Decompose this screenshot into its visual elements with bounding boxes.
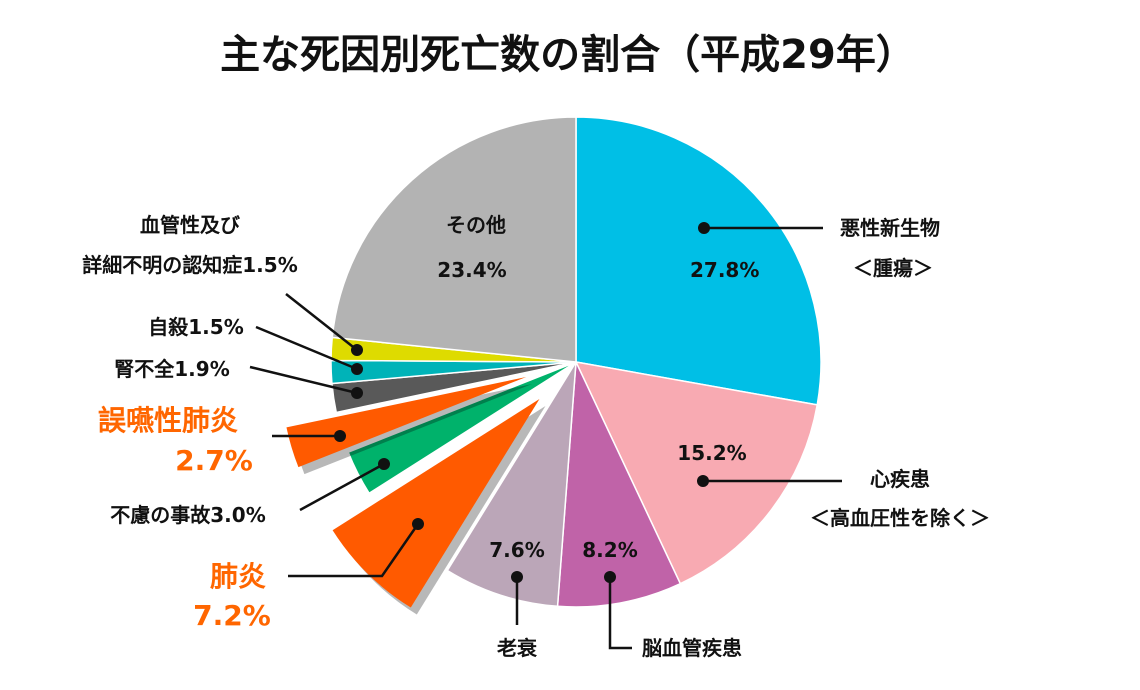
pct-aspiration: 2.7% xyxy=(175,444,253,477)
dot-accident xyxy=(378,458,390,470)
label-dementia-sub: 詳細不明の認知症1.5% xyxy=(82,253,297,277)
pie-slices xyxy=(286,116,822,615)
leader-kidney xyxy=(249,365,358,395)
dot-suicide xyxy=(351,363,363,375)
label-kidney: 腎不全1.9% xyxy=(114,357,229,381)
pct-other: 23.4% xyxy=(437,258,506,282)
leader-cerebro xyxy=(608,577,632,650)
label-accident: 不慮の事故3.0% xyxy=(110,503,265,527)
dot-aspiration xyxy=(334,430,346,442)
leader-dementia xyxy=(285,293,358,351)
slice-shadow-aspiration xyxy=(292,383,533,475)
dot-cancer xyxy=(698,222,710,234)
leader-suicide xyxy=(255,325,358,371)
label-dementia: 血管性及び xyxy=(140,213,241,237)
label-senility: 老衰 xyxy=(497,636,538,660)
slice-senility xyxy=(446,361,577,608)
chart-title: 主な死因別死亡数の割合（平成29年） xyxy=(220,32,916,78)
dot-kidney xyxy=(351,387,363,399)
pct-pneumonia: 7.2% xyxy=(193,599,271,632)
label-pneumonia: 肺炎 xyxy=(210,560,266,593)
leader-accident xyxy=(299,462,385,512)
leader-lines xyxy=(249,222,842,650)
leader-pneumonia xyxy=(288,523,420,578)
slice-pneumonia xyxy=(332,398,540,608)
label-suicide: 自殺1.5% xyxy=(148,315,243,339)
slice-heart xyxy=(574,361,819,585)
slice-accident xyxy=(347,361,577,495)
pct-cerebro: 8.2% xyxy=(582,538,637,562)
label-cerebro: 脳血管疾患 xyxy=(641,636,742,660)
label-heart-sub: ＜高血圧性を除く＞ xyxy=(810,506,990,530)
slice-cancer xyxy=(575,116,822,406)
dot-cerebro xyxy=(604,571,616,583)
dot-dementia xyxy=(351,344,363,356)
slice-other xyxy=(331,116,577,363)
dot-heart xyxy=(697,475,709,487)
pct-senility: 7.6% xyxy=(489,538,544,562)
dot-pneumonia xyxy=(412,518,424,530)
dot-senility xyxy=(511,571,523,583)
label-other: その他 xyxy=(446,213,506,237)
slice-aspiration xyxy=(286,376,527,468)
label-aspiration: 誤嚥性肺炎 xyxy=(98,404,238,437)
label-cancer: 悪性新生物 xyxy=(840,216,940,240)
label-cancer-sub: ＜腫瘍＞ xyxy=(853,256,933,280)
pct-heart: 15.2% xyxy=(677,441,746,465)
pct-cancer: 27.8% xyxy=(690,258,759,282)
label-heart: 心疾患 xyxy=(870,467,930,491)
slice-labels: 悪性新生物 ＜腫瘍＞ 27.8% 心疾患 ＜高血圧性を除く＞ 15.2% 脳血管疾患 8.2%… xyxy=(82,213,990,660)
slice-cerebro xyxy=(556,359,682,608)
